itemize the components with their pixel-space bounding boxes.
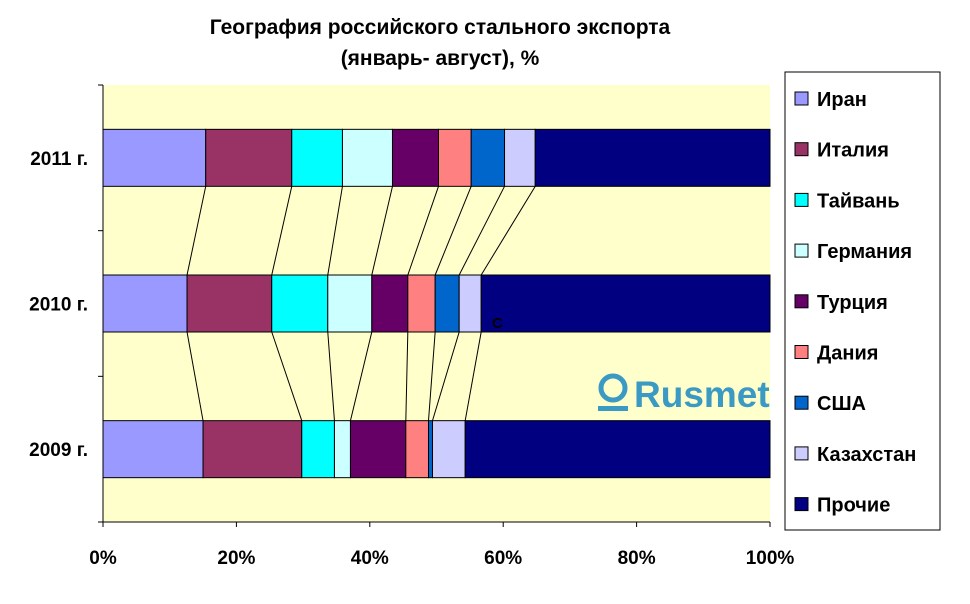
bar-segment-Германия: [341, 128, 393, 187]
series-line: [271, 331, 303, 421]
x-tick-label: 80%: [618, 548, 656, 569]
x-tick-label: 0%: [89, 548, 117, 569]
bar-segment-Иран: [102, 420, 204, 479]
x-tick-label: 100%: [746, 548, 795, 569]
series-line: [432, 331, 460, 421]
bar-segment-Иран: [102, 274, 188, 333]
series-line: [271, 186, 293, 276]
annotation-text: C: [492, 315, 503, 332]
bar-segment-США: [434, 274, 460, 333]
series-line: [464, 331, 482, 421]
legend-swatch-Тайвань: [794, 192, 809, 207]
chart-title-line: География российского стального экспорта: [210, 16, 671, 39]
legend-label: Прочие: [817, 495, 890, 517]
bar-segment-США: [427, 420, 433, 479]
legend-label: Италия: [817, 140, 889, 162]
bar-segment-Германия: [327, 274, 373, 333]
bar-segment-Италия: [186, 274, 273, 333]
series-line: [458, 186, 505, 276]
bar-segment-Тайвань: [271, 274, 329, 333]
legend-swatch-Прочие: [794, 497, 809, 512]
y-category-label: 2011 г.: [30, 149, 88, 170]
series-line: [405, 331, 409, 421]
bar-segment-Прочие: [534, 128, 771, 187]
series-line: [327, 331, 335, 421]
legend-label: Казахстан: [817, 444, 916, 466]
bar-segment-Тайвань: [291, 128, 343, 187]
legend-swatch-Иран: [794, 91, 809, 106]
series-line: [186, 331, 204, 421]
bar-segment-Турция: [391, 128, 440, 187]
legend-label: Тайвань: [817, 190, 900, 212]
legend-box: [784, 71, 941, 531]
series-line: [349, 331, 373, 421]
legend-label: Турция: [817, 292, 888, 314]
bar-segment-Казахстан: [504, 128, 536, 187]
x-tick-label: 40%: [351, 548, 389, 569]
logo-underline: [598, 406, 628, 411]
series-line: [480, 186, 536, 276]
legend-label: Германия: [817, 241, 912, 263]
bar-segment-Турция: [349, 420, 407, 479]
bar-segment-Прочие: [480, 274, 771, 333]
x-tick-label: 20%: [217, 548, 255, 569]
bar-segment-Иран: [102, 128, 207, 187]
bar-segment-Казахстан: [458, 274, 482, 333]
bar-segment-Германия: [333, 420, 351, 479]
series-line: [427, 331, 436, 421]
bar-segment-Дания: [407, 274, 436, 333]
series-line: [434, 186, 472, 276]
legend-label: Дания: [817, 343, 878, 365]
rusmet-logo: Rusmet: [598, 373, 770, 415]
bar-segment-Италия: [205, 128, 293, 187]
bar-segment-Казахстан: [431, 420, 466, 479]
legend-swatch-Казахстан: [794, 446, 809, 461]
bar-segment-Прочие: [464, 420, 771, 479]
bar-segment-Турция: [371, 274, 409, 333]
series-line: [371, 186, 393, 276]
legend-swatch-Дания: [794, 345, 809, 359]
series-line: [186, 186, 207, 276]
logo-icon: [598, 373, 628, 403]
bar-segment-Тайвань: [301, 420, 335, 479]
bar-segment-Дания: [405, 420, 429, 479]
legend-swatch-Италия: [794, 142, 809, 157]
series-line: [327, 186, 343, 276]
y-category-label: 2010 г.: [29, 295, 88, 316]
bar-segment-Италия: [202, 420, 303, 479]
bar-segment-Дания: [438, 128, 472, 187]
series-line: [407, 186, 439, 276]
x-tick-label: 60%: [484, 548, 522, 569]
legend-label: США: [817, 393, 866, 415]
legend-label: Иран: [817, 89, 867, 111]
y-category-label: 2009 г.: [29, 440, 88, 461]
bar-segment-США: [470, 128, 506, 187]
logo-text: Rusmet: [634, 374, 770, 415]
legend-swatch-Турция: [794, 294, 809, 309]
chart-title-line: (январь- август), %: [341, 47, 540, 70]
legend-swatch-США: [794, 395, 809, 410]
legend-swatch-Германия: [794, 243, 809, 258]
